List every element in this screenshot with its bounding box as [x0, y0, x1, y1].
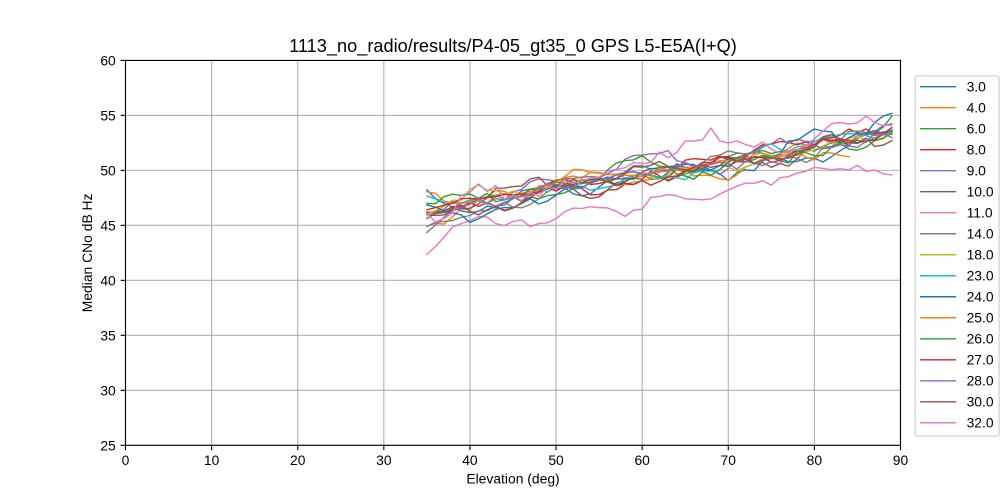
svg-text:35: 35 — [100, 327, 116, 343]
svg-text:14.0: 14.0 — [967, 226, 994, 242]
svg-text:24.0: 24.0 — [967, 289, 994, 305]
svg-text:50: 50 — [100, 162, 116, 178]
svg-text:25: 25 — [100, 437, 116, 453]
svg-text:55: 55 — [100, 107, 116, 123]
svg-text:Elevation (deg): Elevation (deg) — [466, 471, 559, 487]
svg-text:26.0: 26.0 — [967, 331, 994, 347]
svg-text:60: 60 — [100, 52, 116, 68]
svg-text:20: 20 — [290, 452, 306, 468]
svg-text:11.0: 11.0 — [967, 205, 993, 221]
svg-text:70: 70 — [721, 452, 737, 468]
svg-text:23.0: 23.0 — [967, 268, 994, 284]
svg-text:0: 0 — [122, 452, 130, 468]
svg-text:50: 50 — [548, 452, 564, 468]
svg-text:30.0: 30.0 — [967, 394, 994, 410]
svg-text:10: 10 — [204, 452, 220, 468]
svg-text:30: 30 — [376, 452, 392, 468]
svg-text:90: 90 — [893, 452, 909, 468]
svg-text:8.0: 8.0 — [967, 142, 987, 158]
svg-text:4.0: 4.0 — [967, 100, 987, 116]
svg-text:80: 80 — [807, 452, 823, 468]
svg-text:1113_no_radio/results/P4-05_gt: 1113_no_radio/results/P4-05_gt35_0 GPS L… — [289, 36, 737, 57]
svg-text:28.0: 28.0 — [967, 373, 994, 389]
svg-text:40: 40 — [100, 272, 116, 288]
svg-text:40: 40 — [462, 452, 478, 468]
svg-text:3.0: 3.0 — [967, 79, 987, 95]
svg-text:18.0: 18.0 — [967, 247, 994, 263]
svg-text:30: 30 — [100, 382, 116, 398]
svg-text:Median CNo dB Hz: Median CNo dB Hz — [79, 193, 95, 312]
svg-text:9.0: 9.0 — [967, 163, 987, 179]
svg-text:25.0: 25.0 — [967, 310, 994, 326]
svg-text:60: 60 — [634, 452, 650, 468]
svg-text:27.0: 27.0 — [967, 352, 994, 368]
svg-text:32.0: 32.0 — [967, 415, 994, 431]
svg-text:6.0: 6.0 — [967, 121, 987, 137]
svg-text:10.0: 10.0 — [967, 184, 994, 200]
svg-text:45: 45 — [100, 217, 116, 233]
